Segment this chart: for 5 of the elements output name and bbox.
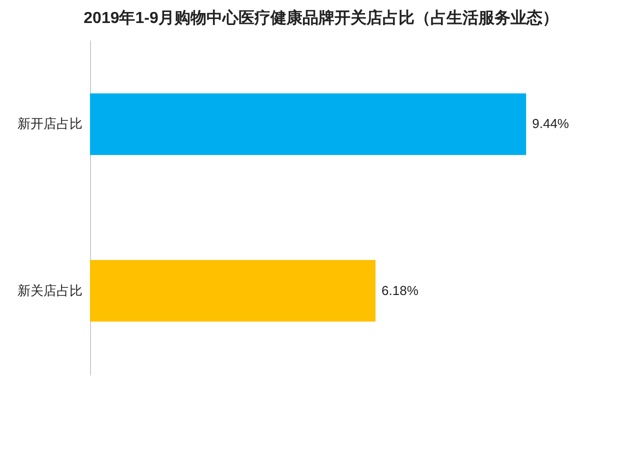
chart-title: 2019年1-9月购物中心医疗健康品牌开关店占比（占生活服务业态） bbox=[84, 8, 558, 27]
y-tick-label: 新关店占比 bbox=[18, 282, 82, 298]
data-label: 9.44% bbox=[532, 116, 570, 132]
y-tick-label: 新开店占比 bbox=[18, 116, 82, 132]
data-label: 6.18% bbox=[382, 282, 419, 298]
